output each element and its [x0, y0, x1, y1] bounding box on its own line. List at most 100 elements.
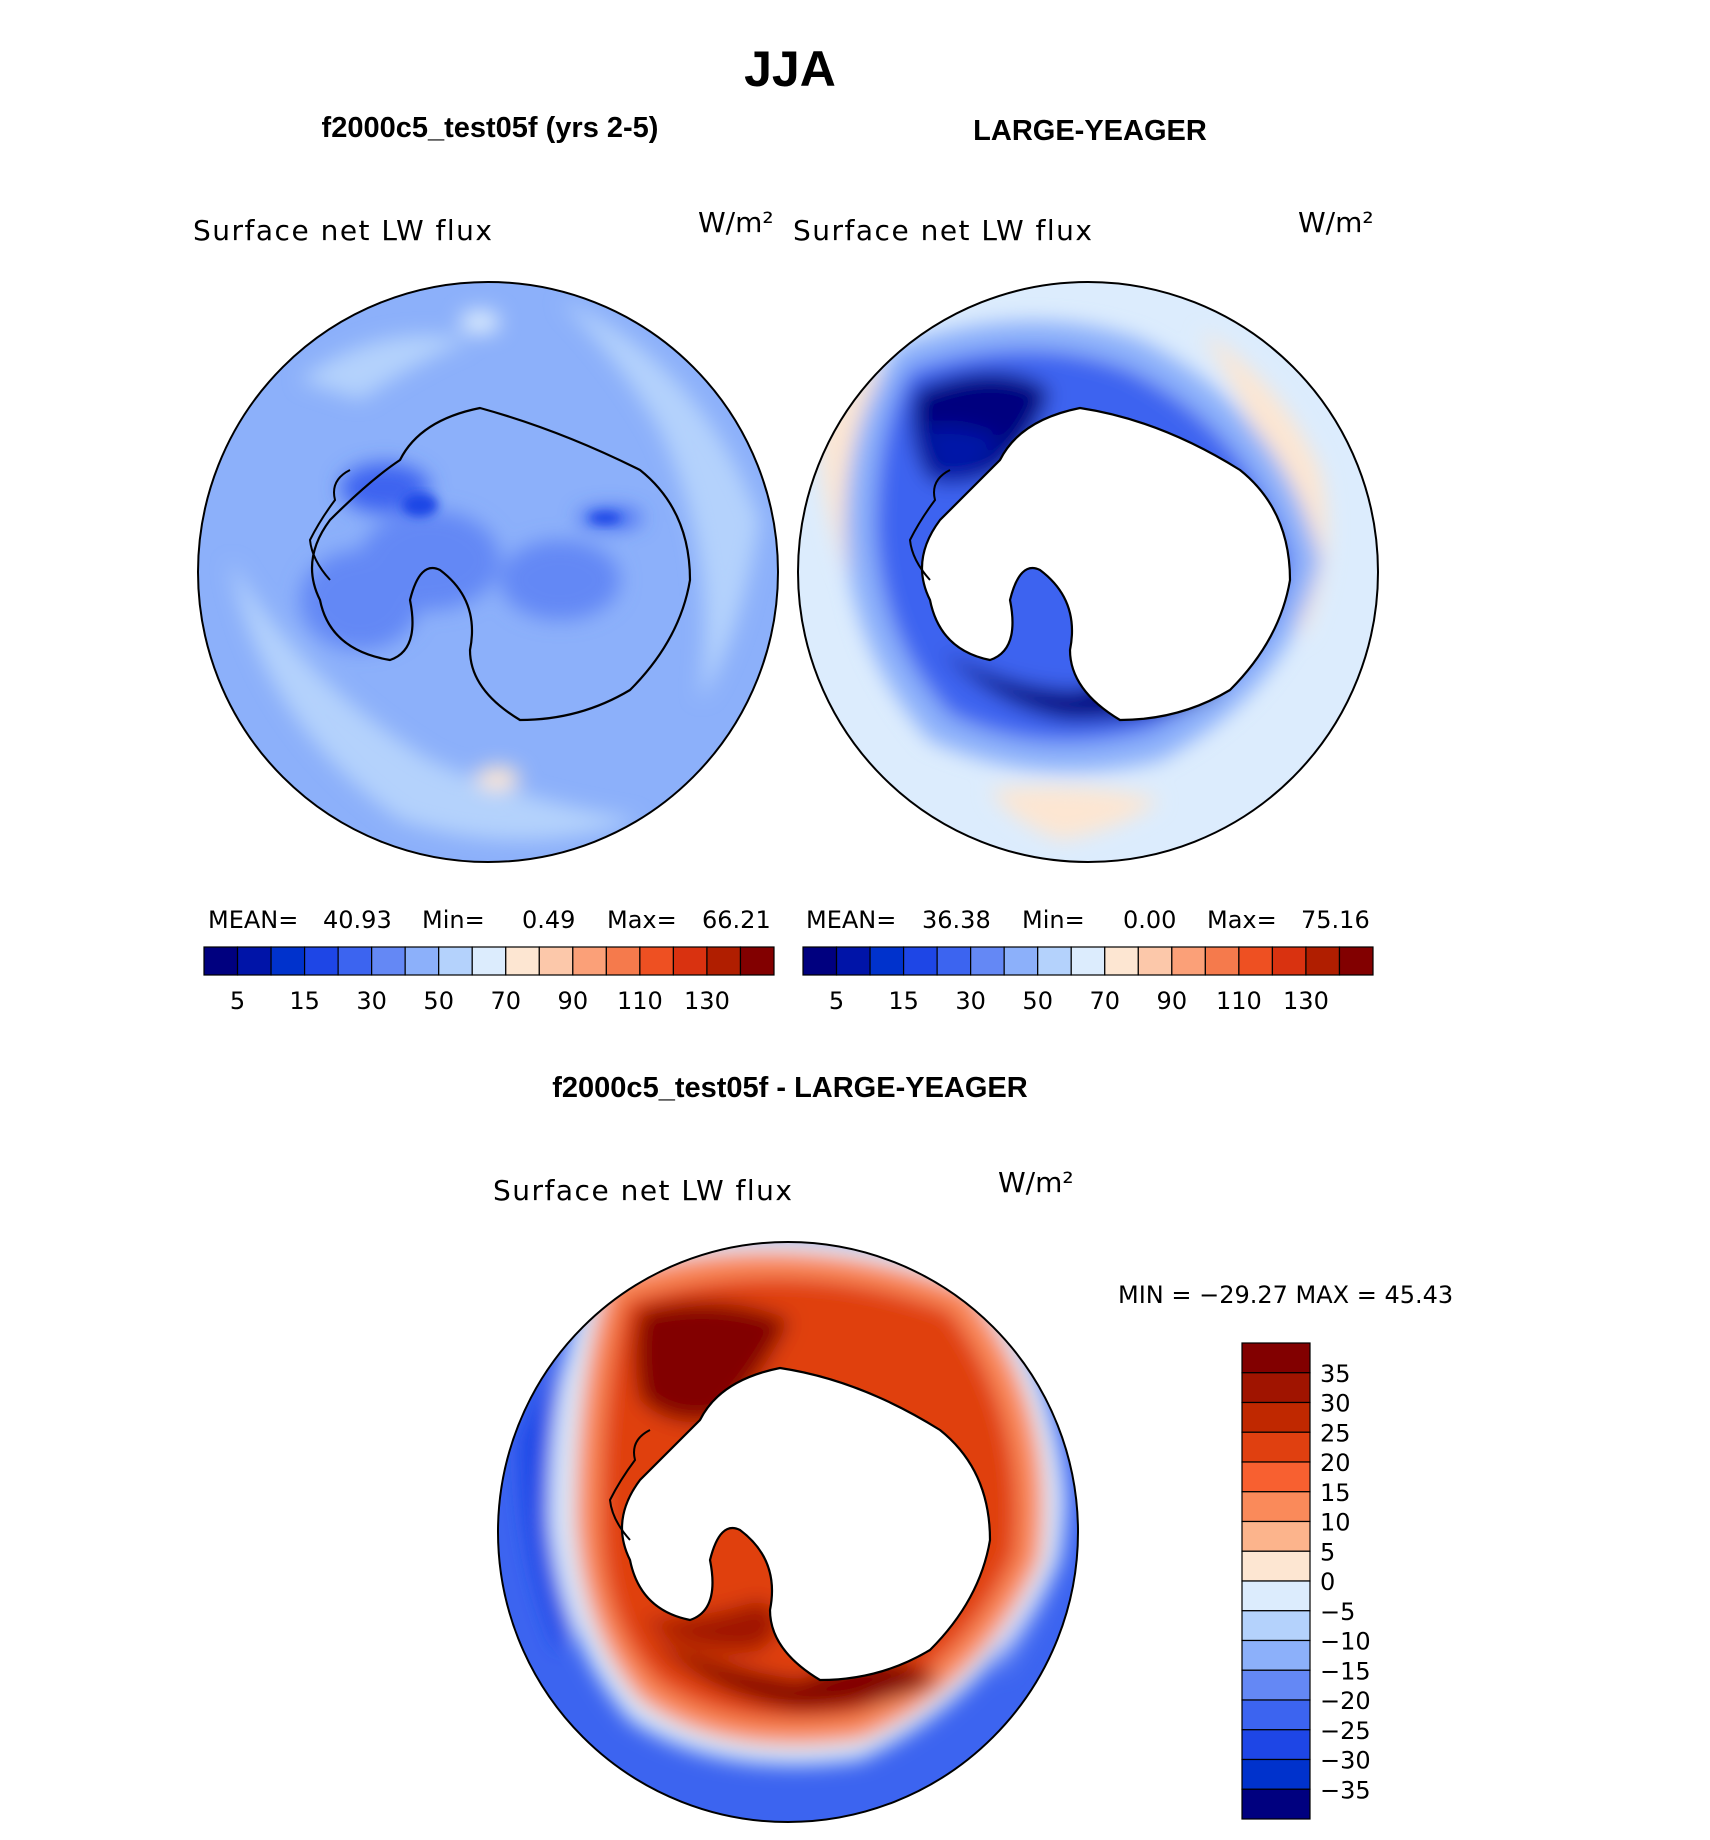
panel-diff-colorbar-swatch	[1241, 1788, 1311, 1820]
panel-obs-colorbar-swatch	[802, 946, 838, 976]
panel-diff-colorbar-swatch	[1241, 1372, 1311, 1404]
panel-model-units: W/m²	[698, 206, 774, 239]
panel-model-colorbar-tick-label: 15	[289, 987, 320, 1015]
panel-diff-title: f2000c5_test05f - LARGE-YEAGER	[552, 1072, 1027, 1104]
panel-model-mean-label: MEAN=	[208, 906, 298, 934]
panel-diff-colorbar-swatch	[1241, 1401, 1311, 1433]
panel-diff-stats: MIN = −29.27 MAX = 45.43	[1118, 1281, 1453, 1309]
panel-model-max: 66.21	[702, 906, 771, 934]
panel-diff-colorbar-tick-label: 35	[1320, 1360, 1351, 1388]
panel-diff-colorbar-swatch	[1241, 1461, 1311, 1493]
panel-model-colorbar-swatch	[270, 946, 306, 976]
panel-obs-colorbar-tick-label: 30	[955, 987, 986, 1015]
panel-model-mean: 40.93	[323, 906, 392, 934]
panel-obs-variable: Surface net LW flux	[793, 214, 1094, 247]
panel-obs-colorbar-tick-label: 90	[1157, 987, 1188, 1015]
panel-model-map-border	[197, 281, 779, 863]
panel-obs-colorbar-tick-label: 5	[829, 987, 844, 1015]
panel-model-colorbar-swatch	[404, 946, 440, 976]
panel-obs-units: W/m²	[1298, 206, 1374, 239]
panel-diff-colorbar-tick-label: −15	[1320, 1657, 1371, 1685]
panel-model-variable: Surface net LW flux	[193, 214, 494, 247]
panel-diff-colorbar-tick-label: −20	[1320, 1687, 1371, 1715]
panel-obs-coastline	[920, 406, 1292, 722]
panel-obs-colorbar-swatch	[1171, 946, 1206, 976]
panel-model-colorbar-tick-label: 110	[617, 987, 663, 1015]
panel-obs-colorbar-swatch	[1204, 946, 1240, 976]
panel-obs-min: 0.00	[1123, 906, 1176, 934]
panel-diff-colorbar-swatch	[1241, 1342, 1311, 1374]
panel-diff-colorbar-tick-label: −10	[1320, 1628, 1371, 1656]
panel-obs-colorbar-swatch	[1104, 946, 1139, 976]
panel-diff-colorbar-swatch	[1241, 1639, 1311, 1671]
panel-diff-units: W/m²	[998, 1166, 1074, 1199]
panel-diff-colorbar-swatch	[1241, 1520, 1311, 1552]
panel-model-coastline	[310, 406, 692, 722]
panel-model-colorbar-tick-label: 90	[558, 987, 589, 1015]
panel-obs-colorbar: 5 15 30 50 70 90 110 130	[802, 946, 1374, 1015]
panel-model-colorbar-swatch	[505, 946, 540, 976]
panel-obs-map-border	[797, 281, 1379, 863]
panel-obs-colorbar-swatch	[1037, 946, 1072, 976]
panel-obs-colorbar-swatch	[1003, 946, 1039, 976]
panel-diff-map	[498, 1242, 1078, 1822]
panel-model-colorbar-swatch	[371, 946, 406, 976]
panel-model-colorbar-tick-label: 30	[356, 987, 387, 1015]
panel-obs-colorbar-swatch	[835, 946, 871, 976]
panel-model-min-label: Min=	[422, 906, 485, 934]
panel-diff-colorbar-tick-label: −25	[1320, 1717, 1371, 1745]
panel-diff-colorbar-swatch	[1241, 1758, 1311, 1790]
panel-diff-colorbar-tick-label: −5	[1320, 1598, 1355, 1626]
panel-diff-colorbar-tick-label: −30	[1320, 1747, 1371, 1775]
panel-obs-colorbar-swatch	[1271, 946, 1307, 976]
panel-diff-colorbar-tick-label: 15	[1320, 1479, 1351, 1507]
panel-diff-colorbar-swatch	[1241, 1669, 1311, 1701]
panel-obs-stats: MEAN= 36.38 Min= 0.00 Max= 75.16	[806, 906, 1370, 934]
panel-model-colorbar-swatch	[706, 946, 742, 976]
panel-model-colorbar-swatch	[639, 946, 675, 976]
panel-obs-colorbar-swatch	[902, 946, 938, 976]
panel-diff-colorbar-tick-label: 20	[1320, 1449, 1351, 1477]
panel-model-max-label: Max=	[607, 906, 677, 934]
panel-obs-map	[798, 282, 1378, 862]
panel-model-colorbar-swatch	[203, 946, 239, 976]
panel-obs-colorbar-swatch	[1305, 946, 1341, 976]
main-title: JJA	[744, 41, 836, 97]
panel-obs-colorbar-swatch	[970, 946, 1005, 976]
panel-model-colorbar: 5 15 30 50 70 90 110 130	[203, 946, 775, 1015]
panel-model-colorbar-swatch	[438, 946, 473, 976]
panel-model-stats: MEAN= 40.93 Min= 0.49 Max= 66.21	[208, 906, 771, 934]
panel-model-colorbar-swatch	[337, 946, 373, 976]
panel-model-colorbar-swatch	[471, 946, 507, 976]
panel-model-min: 0.49	[522, 906, 575, 934]
panel-model-colorbar-swatch	[739, 946, 775, 976]
panel-diff-colorbar-tick-label: 5	[1320, 1538, 1335, 1566]
panel-obs-title: LARGE-YEAGER	[973, 115, 1207, 147]
panel-diff-colorbar-tick-label: −35	[1320, 1776, 1371, 1804]
panel-diff-colorbar-swatch	[1241, 1550, 1311, 1582]
panel-diff-colorbar-swatch	[1241, 1729, 1311, 1761]
panel-model-colorbar-tick-label: 130	[684, 987, 730, 1015]
panel-diff-colorbar-swatch	[1241, 1431, 1311, 1463]
panel-obs-colorbar-swatch	[1338, 946, 1374, 976]
panel-obs-mean: 36.38	[922, 906, 991, 934]
panel-diff-map-border	[497, 1241, 1079, 1823]
panel-diff-colorbar-tick-label: 10	[1320, 1509, 1351, 1537]
panel-diff-colorbar-swatch	[1241, 1610, 1311, 1642]
panel-diff-colorbar-tick-label: 30	[1320, 1390, 1351, 1418]
panel-obs-colorbar-swatch	[1238, 946, 1274, 976]
panel-obs-colorbar-swatch	[1137, 946, 1173, 976]
panel-model-colorbar-swatch	[572, 946, 607, 976]
panel-diff-colorbar-tick-label: 0	[1320, 1568, 1335, 1596]
panel-model-colorbar-swatch	[303, 946, 339, 976]
panel-model-colorbar-swatch	[672, 946, 708, 976]
panel-obs-colorbar-tick-label: 50	[1022, 987, 1053, 1015]
panel-model-colorbar-tick-label: 70	[490, 987, 521, 1015]
panel-model-colorbar-swatch	[236, 946, 272, 976]
panel-obs-colorbar-tick-label: 15	[888, 987, 919, 1015]
panel-obs-max: 75.16	[1301, 906, 1370, 934]
panel-model-colorbar-tick-label: 50	[423, 987, 454, 1015]
panel-model-title: f2000c5_test05f (yrs 2-5)	[322, 112, 659, 144]
panel-obs-max-label: Max=	[1207, 906, 1277, 934]
